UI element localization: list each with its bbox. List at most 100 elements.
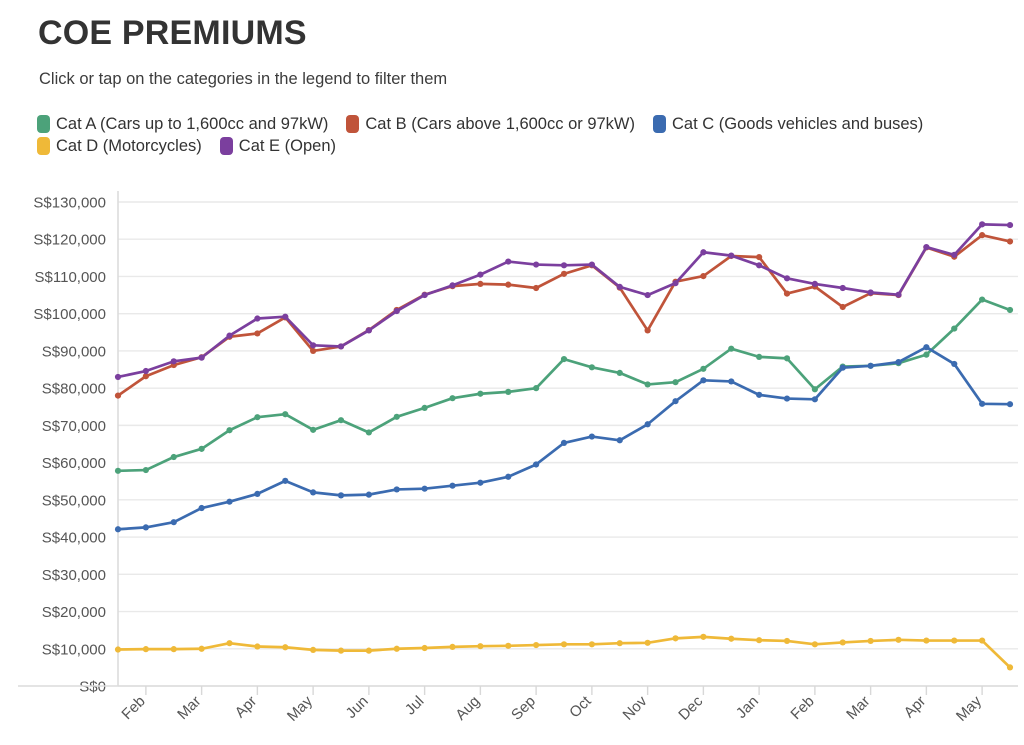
data-point-marker[interactable]	[393, 413, 400, 420]
data-point-marker[interactable]	[560, 270, 568, 277]
data-point-marker[interactable]	[867, 637, 874, 645]
data-point-marker[interactable]	[616, 283, 623, 290]
data-point-marker[interactable]	[560, 641, 568, 648]
data-point-marker[interactable]	[198, 354, 205, 361]
data-point-marker[interactable]	[700, 249, 707, 256]
data-point-marker[interactable]	[1006, 306, 1014, 314]
data-point-marker[interactable]	[895, 358, 902, 366]
data-point-marker[interactable]	[811, 280, 818, 288]
data-point-marker[interactable]	[310, 347, 317, 355]
data-point-marker[interactable]	[310, 646, 317, 653]
data-point-marker[interactable]	[477, 390, 484, 397]
data-point-marker[interactable]	[477, 271, 484, 278]
data-point-marker[interactable]	[254, 490, 261, 497]
data-point-marker[interactable]	[421, 485, 428, 492]
data-point-marker[interactable]	[226, 427, 233, 434]
data-point-marker[interactable]	[365, 327, 372, 334]
data-point-marker[interactable]	[672, 635, 679, 642]
data-point-marker[interactable]	[728, 345, 735, 352]
data-point-marker[interactable]	[616, 369, 623, 376]
data-point-marker[interactable]	[337, 343, 345, 350]
data-point-marker[interactable]	[393, 307, 400, 315]
data-point-marker[interactable]	[449, 643, 456, 651]
legend-item-cat-b[interactable]: Cat B (Cars above 1,600cc or 97kW)	[346, 113, 635, 135]
data-point-marker[interactable]	[282, 313, 289, 320]
data-point-marker[interactable]	[505, 258, 512, 265]
data-point-marker[interactable]	[588, 433, 595, 440]
data-point-marker[interactable]	[533, 461, 540, 468]
data-point-marker[interactable]	[114, 373, 122, 381]
legend-item-cat-c[interactable]: Cat C (Goods vehicles and buses)	[653, 113, 923, 135]
data-point-marker[interactable]	[783, 290, 791, 297]
data-point-marker[interactable]	[783, 637, 791, 645]
data-point-marker[interactable]	[393, 645, 400, 652]
data-point-marker[interactable]	[588, 641, 595, 648]
data-point-marker[interactable]	[616, 437, 623, 444]
data-point-marker[interactable]	[310, 426, 317, 433]
data-point-marker[interactable]	[170, 519, 177, 526]
data-point-marker[interactable]	[421, 404, 428, 411]
data-point-marker[interactable]	[979, 637, 986, 644]
data-point-marker[interactable]	[783, 355, 791, 362]
data-point-marker[interactable]	[811, 386, 818, 393]
data-point-marker[interactable]	[337, 647, 345, 654]
data-point-marker[interactable]	[114, 646, 122, 653]
data-point-marker[interactable]	[923, 637, 930, 644]
data-point-marker[interactable]	[1006, 401, 1014, 408]
data-point-marker[interactable]	[142, 466, 149, 474]
data-point-marker[interactable]	[505, 473, 512, 480]
data-point-marker[interactable]	[505, 388, 512, 395]
data-point-marker[interactable]	[979, 400, 986, 407]
data-point-marker[interactable]	[756, 262, 763, 269]
data-point-marker[interactable]	[282, 644, 289, 651]
data-point-marker[interactable]	[560, 439, 568, 446]
data-point-marker[interactable]	[951, 325, 958, 332]
data-point-marker[interactable]	[839, 364, 846, 371]
data-point-marker[interactable]	[421, 291, 428, 299]
data-point-marker[interactable]	[811, 396, 818, 403]
data-point-marker[interactable]	[811, 641, 818, 648]
data-point-marker[interactable]	[672, 280, 679, 287]
data-point-marker[interactable]	[644, 381, 651, 388]
data-point-marker[interactable]	[1006, 221, 1014, 229]
data-point-marker[interactable]	[337, 417, 345, 424]
data-point-marker[interactable]	[560, 356, 568, 363]
data-point-marker[interactable]	[923, 344, 930, 351]
data-point-marker[interactable]	[365, 429, 372, 436]
data-point-marker[interactable]	[839, 303, 846, 311]
data-point-marker[interactable]	[1006, 664, 1014, 671]
data-point-marker[interactable]	[533, 641, 540, 649]
data-point-marker[interactable]	[560, 262, 568, 269]
data-point-marker[interactable]	[951, 251, 958, 258]
data-point-marker[interactable]	[142, 373, 149, 380]
data-point-marker[interactable]	[505, 281, 512, 288]
data-point-marker[interactable]	[282, 411, 289, 418]
data-point-marker[interactable]	[923, 351, 930, 358]
data-point-marker[interactable]	[728, 378, 735, 385]
data-point-marker[interactable]	[198, 504, 205, 512]
data-point-marker[interactable]	[310, 342, 317, 349]
data-point-marker[interactable]	[867, 289, 874, 296]
series-line-cat-e[interactable]	[116, 222, 1012, 379]
data-point-marker[interactable]	[170, 358, 177, 365]
data-point-marker[interactable]	[449, 395, 456, 402]
data-point-marker[interactable]	[477, 479, 484, 486]
data-point-marker[interactable]	[756, 637, 763, 644]
data-point-marker[interactable]	[867, 362, 874, 369]
data-point-marker[interactable]	[310, 489, 317, 496]
data-point-marker[interactable]	[393, 486, 400, 493]
legend-item-cat-e[interactable]: Cat E (Open)	[219, 135, 336, 157]
data-point-marker[interactable]	[254, 414, 261, 421]
data-point-marker[interactable]	[895, 291, 902, 298]
data-point-marker[interactable]	[951, 360, 958, 368]
series-line-cat-c[interactable]	[116, 345, 1012, 531]
data-point-marker[interactable]	[114, 526, 122, 533]
data-point-marker[interactable]	[365, 491, 372, 498]
data-point-marker[interactable]	[533, 284, 540, 292]
data-point-marker[interactable]	[282, 477, 289, 484]
data-point-marker[interactable]	[672, 398, 679, 405]
data-point-marker[interactable]	[728, 635, 735, 642]
data-point-marker[interactable]	[672, 379, 679, 386]
data-point-marker[interactable]	[588, 261, 595, 268]
data-point-marker[interactable]	[644, 291, 651, 299]
